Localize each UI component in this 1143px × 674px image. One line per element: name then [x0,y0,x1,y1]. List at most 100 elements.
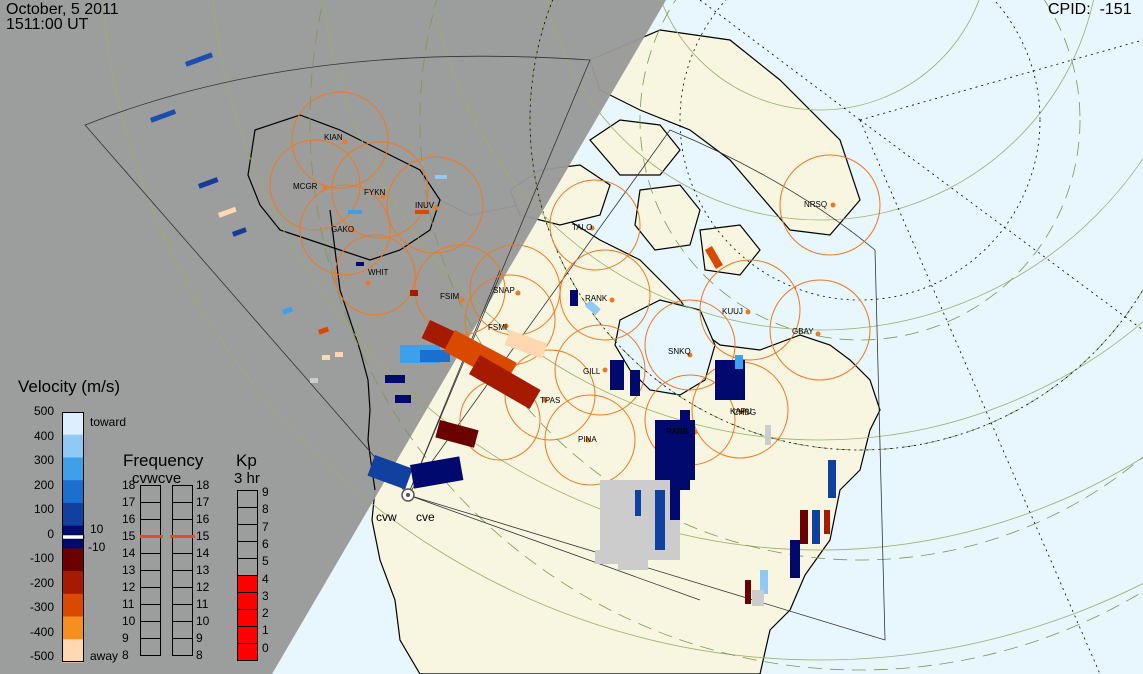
velocity-tick: 400 [33,428,54,443]
frequency-right-tick: 10 [196,614,210,628]
frequency-right-tick: 9 [196,631,203,645]
velocity-color-segment [62,639,84,663]
magnetometer-dots [322,139,836,443]
frequency-cell [172,485,193,503]
frequency-cell [172,587,193,605]
velocity-vectors [150,52,836,606]
kp-bar [237,490,258,661]
velocity-color-segment [62,571,84,595]
station-label: CHBG [733,408,756,417]
away-label: away [90,649,119,663]
kp-tick: 8 [262,502,269,517]
station-label: FSIM [440,292,459,301]
frequency-right-tick: 11 [196,597,209,611]
velocity-color-segment [62,593,84,618]
kp-tick: 4 [262,571,269,586]
velocity-color-segment [62,480,84,504]
frequency-cell [172,536,193,554]
kp-title: Kp [236,451,257,470]
cpid-value: -151 [1099,1,1132,18]
velocity-tick: 0 [47,526,54,541]
frequency-indicator [140,535,163,538]
velocity-tick: 500 [33,404,54,418]
station-label: GBAY [792,327,814,336]
kp-cell [237,541,258,559]
toward-label: toward [90,415,127,429]
velocity-color-segment [62,616,84,640]
date-label: October, 5 2011 [6,1,119,18]
station-labels: KIAN MCGR FYKN INUV GAKO WHIT FSIM SNAP … [293,133,827,444]
velocity-tick: -400 [29,624,54,639]
station-label: SNAP [493,286,515,295]
frequency-cell [140,519,161,537]
frequency-right-tick: 12 [196,580,210,594]
kp-cell-filled [237,575,258,593]
kp-cell-filled [237,626,258,644]
station-label: SNKQ [668,347,691,356]
frequency-cell [172,621,193,639]
velocity-tick: 200 [33,477,54,492]
cpid-label: CPID: -151 [1048,1,1132,18]
station-label: KIAN [324,133,343,142]
kp-cell [237,507,258,525]
velocity-color-segment [62,548,84,572]
kp-cell [237,558,258,576]
frequency-cell [140,536,161,554]
frequency-left-tick: 18 [122,478,136,492]
frequency-cell [172,502,193,520]
frequency-cell [140,621,161,639]
station-label: KUUJ [722,307,743,316]
frequency-left-tick: 10 [122,614,136,628]
frequency-right-tick: 14 [196,546,210,560]
station-label: NRSQ [804,200,827,209]
frequency-right-tick: 15 [196,529,210,543]
frequency-subtitle: cvwcve [132,470,182,487]
station-label: FYKN [364,188,386,197]
frequency-cell [172,570,193,588]
kp-cell-filled [237,592,258,610]
velocity-tick: -300 [29,600,54,614]
kp-tick: 5 [262,554,269,569]
kp-tick: 3 [262,588,269,603]
frequency-left-tick: 8 [122,648,129,662]
frequency-cell [140,604,161,622]
frequency-left-tick: 9 [122,631,129,645]
velocity-color-segment [62,502,84,527]
station-label: FSMI [488,323,507,332]
frequency-cell [140,587,161,605]
frequency-right-tick: 13 [196,563,210,577]
station-label: PINA [578,435,597,444]
velocity-title: Velocity (m/s) [18,377,121,396]
frequency-right-tick: 8 [196,648,203,662]
velocity-tick: 100 [33,502,54,516]
kp-tick: 0 [262,640,269,655]
kp-cell-filled [237,609,258,627]
frequency-cell [172,519,193,537]
frequency-left-tick: 16 [122,512,136,526]
station-label: WHIT [368,268,389,277]
frequency-left-tick: 17 [122,495,136,509]
velocity-tick: 300 [33,453,54,467]
station-label: RANK [585,294,608,303]
frequency-cell [140,638,161,656]
frequency-cell [140,570,161,588]
kp-tick: 7 [262,519,269,534]
threshold-negative: -10 [88,540,106,554]
kp-cell [237,490,258,508]
kp-tick: 1 [262,623,269,638]
station-label: GILL [583,367,601,376]
kp-cell [237,524,258,542]
cpid-key: CPID: [1048,1,1091,18]
frequency-left-tick: 13 [122,563,136,577]
frequency-right-tick: 16 [196,512,210,526]
frequency-cell [172,604,193,622]
frequency-left-tick: 15 [122,529,136,543]
kp-subtitle: 3 hr [234,470,260,487]
velocity-tick: -500 [29,649,54,663]
night-shade [0,0,666,674]
frequency-right-tick: 18 [196,478,210,492]
station-label: RABB [666,427,688,436]
frequency-indicator [170,535,195,538]
